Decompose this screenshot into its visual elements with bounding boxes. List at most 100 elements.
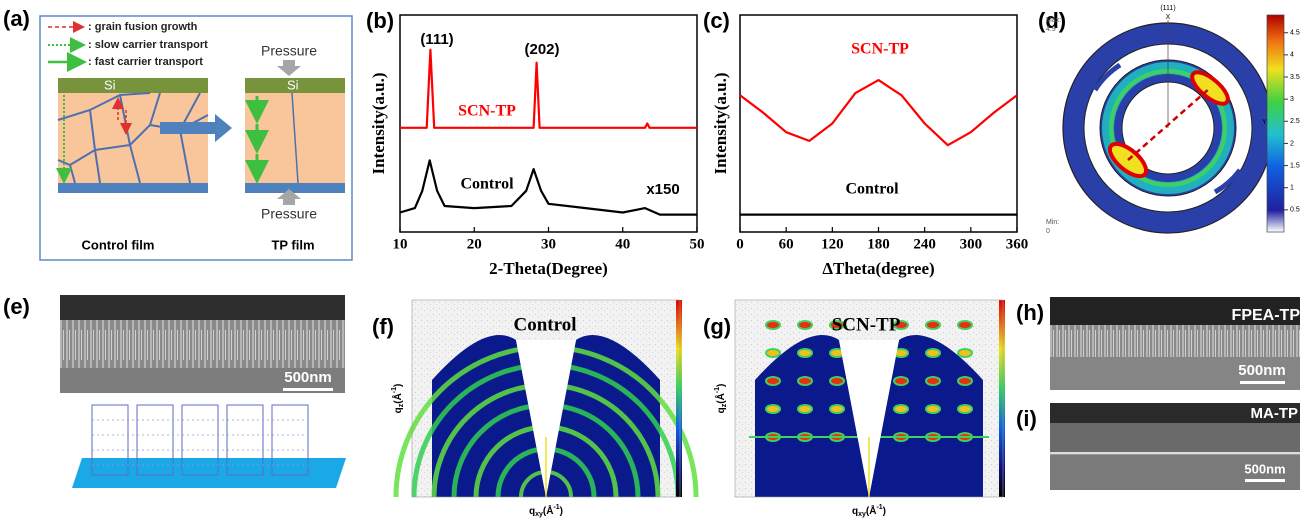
sem-image [1050, 297, 1300, 490]
colorbar-tick-label: 4.5 [1290, 30, 1300, 37]
axis-label-part: xy [535, 511, 543, 518]
diffraction-spot [765, 404, 781, 414]
panel-label: (c) [703, 8, 730, 33]
detector-area [755, 335, 983, 497]
legend-text: : grain fusion growth [88, 21, 198, 33]
max-value: 4.9 [1046, 26, 1056, 33]
panel-label: (i) [1016, 406, 1037, 431]
axis-label-part: -1 [876, 504, 882, 511]
diffraction-spot [829, 320, 845, 330]
colorbar [999, 300, 1005, 497]
diffraction-spot [765, 320, 781, 330]
panel-label: (h) [1016, 300, 1044, 325]
diffraction-spot [797, 348, 813, 358]
x-axis-label: 2-Theta(Degree) [489, 259, 608, 278]
caption: TP film [271, 237, 314, 252]
axis-label-part: (Å [391, 393, 404, 404]
x-tick-label: 360 [1006, 236, 1029, 252]
axis-label: qxy(Å-1) [852, 504, 886, 519]
axis-label: qz(Å-1) [714, 384, 729, 414]
diffraction-spot [957, 348, 973, 358]
axis-label-part: ) [716, 384, 727, 387]
panel-label: (b) [366, 8, 394, 33]
axis-label-part: (Å [714, 393, 727, 404]
x-tick-label: 240 [913, 236, 936, 252]
image-frame [411, 299, 681, 498]
pole-label: (111) [1160, 5, 1175, 12]
missing-wedge [516, 340, 576, 497]
diffraction-spot [797, 376, 813, 386]
annotation: (202) [524, 41, 559, 58]
axis-label-part: q [529, 506, 535, 517]
axis-label-part: (Å [866, 504, 877, 517]
series-label: Control [845, 181, 899, 198]
colorbar-tick-label: 2 [1290, 140, 1294, 147]
data-line [739, 79, 1018, 147]
caption: Control film [82, 237, 155, 252]
legend-text: : slow carrier transport [88, 39, 208, 51]
series-label: Control [460, 176, 514, 193]
diffraction-spot [765, 376, 781, 386]
panel-label: (d) [1038, 8, 1066, 33]
axis-label-part: z [721, 403, 728, 407]
missing-wedge [839, 340, 899, 497]
x-tick-label: 0 [736, 236, 744, 252]
x-tick-label: 50 [690, 236, 705, 252]
x-tick-label: 60 [779, 236, 794, 252]
colorbar [676, 300, 682, 497]
diffraction-spot [893, 404, 909, 414]
axis-label-part: q [852, 506, 858, 517]
axis-label-part: ) [883, 506, 886, 517]
axis-label-part: -1 [714, 387, 721, 393]
crystal-schematic [72, 404, 346, 488]
panel-label: (f) [372, 314, 394, 339]
panel-label: (a) [3, 6, 30, 31]
pressure-label: Pressure [261, 43, 317, 59]
sem-image [60, 295, 345, 393]
axis-label: Y [1262, 119, 1267, 126]
scale-label: 500nm [284, 369, 332, 386]
y-axis-label: Intensity(a.u.) [711, 72, 730, 174]
colorbar-tick-label: 3 [1290, 96, 1294, 103]
axis-label: X [1166, 14, 1171, 21]
series-label: SCN-TP [458, 103, 516, 120]
x-tick-label: 40 [615, 236, 630, 252]
axis-label-part: q [393, 407, 404, 413]
colorbar-tick-label: 2.5 [1290, 118, 1300, 125]
annotation: (111) [420, 31, 453, 48]
giwaxs-images [393, 299, 1005, 498]
diffraction-spot [925, 404, 941, 414]
diffraction-spot [957, 376, 973, 386]
diffraction-spot [765, 348, 781, 358]
axis-label-part: q [716, 407, 727, 413]
x-tick-label: 300 [960, 236, 983, 252]
axis-label: qxy(Å-1) [529, 504, 563, 519]
axis-label-part: z [398, 403, 405, 407]
colorbar-tick-label: 1.5 [1290, 162, 1300, 169]
annotation: x150 [646, 181, 679, 198]
diffraction-spot [925, 376, 941, 386]
colorbar-tick-label: 1 [1290, 185, 1294, 192]
diffraction-spot [957, 404, 973, 414]
colorbar-tick-label: 3.5 [1290, 74, 1300, 81]
axis-label-part: xy [858, 511, 866, 518]
scale-label: 500nm [1238, 362, 1286, 379]
axis-label-part: (Å [543, 504, 554, 517]
image-frame [734, 299, 1004, 498]
diffraction-spot [797, 404, 813, 414]
x-tick-label: 30 [541, 236, 556, 252]
panel-title: Control [514, 314, 577, 335]
axis-label: qz(Å-1) [391, 384, 406, 414]
diffraction-spot [957, 320, 973, 330]
axis-label-part: ) [393, 384, 404, 387]
panel-title: MA-TP [1251, 405, 1299, 422]
colorbar-tick-label: 0.5 [1290, 207, 1300, 214]
y-axis-label: Intensity(a.u.) [369, 72, 388, 174]
pole-figure [1062, 14, 1285, 234]
pressure-label: Pressure [261, 206, 317, 222]
layer-label: Si [104, 77, 116, 92]
x-tick-label: 20 [467, 236, 482, 252]
min-value: 0 [1046, 228, 1050, 235]
colorbar-tick-label: 4 [1290, 52, 1294, 59]
